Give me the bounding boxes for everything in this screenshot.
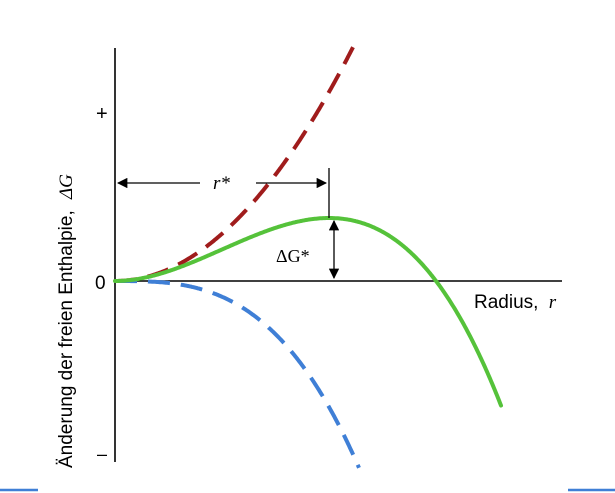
volume-energy-curve bbox=[115, 279, 361, 469]
dgstar-label: ΔG* bbox=[276, 246, 310, 266]
tick-plus: + bbox=[96, 103, 108, 125]
rstar-label: r* bbox=[213, 173, 230, 194]
total-free-energy-curve bbox=[113, 216, 503, 408]
x-axis-label-text: Radius, bbox=[474, 292, 538, 313]
tick-minus: – bbox=[97, 444, 107, 464]
y-axis-label-symbol: ΔG bbox=[56, 174, 77, 200]
x-axis-label-symbol: r bbox=[549, 292, 557, 313]
x-axis-label: Radius, r bbox=[474, 292, 557, 313]
y-axis-label: Änderung der freien Enthalpie, ΔG bbox=[56, 174, 77, 468]
y-axis-label-text: Änderung der freien Enthalpie, bbox=[56, 210, 77, 468]
tick-zero: 0 bbox=[95, 273, 106, 294]
